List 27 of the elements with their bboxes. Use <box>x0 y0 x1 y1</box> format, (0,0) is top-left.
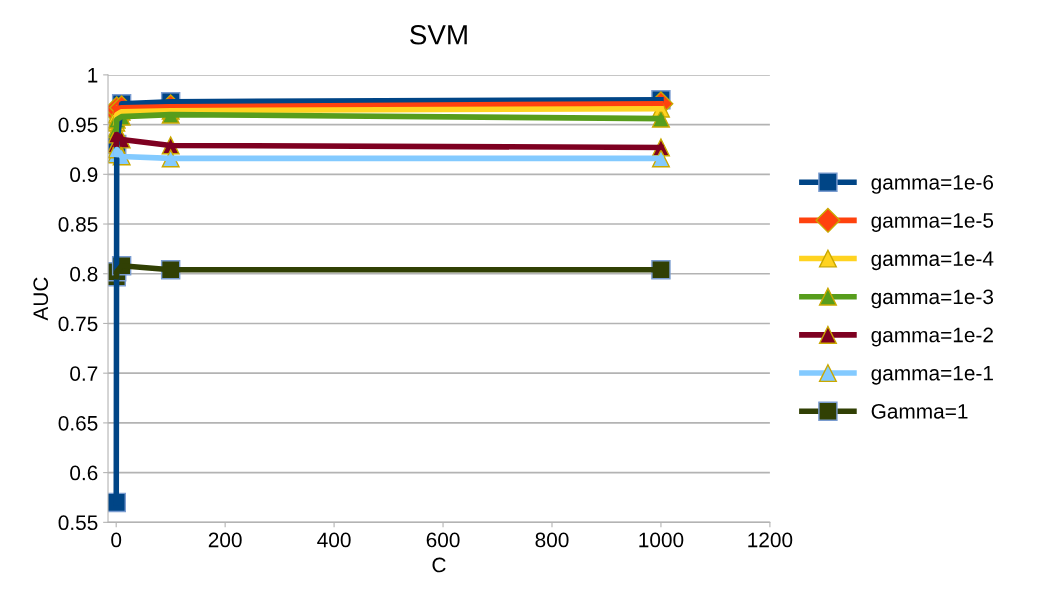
y-tick-label: 0.6 <box>70 465 98 481</box>
legend-label: gamma=1e-6 <box>871 174 994 194</box>
x-tick-label: 1000 <box>639 532 684 548</box>
x-tick-label: 200 <box>208 532 242 548</box>
x-tick-label: 1200 <box>748 532 793 548</box>
legend-label: gamma=1e-1 <box>871 366 993 385</box>
legend-label: Gamma=1 <box>871 403 968 419</box>
x-tick-label: 400 <box>317 532 351 548</box>
chart-title: SVM <box>410 24 467 45</box>
legend-label: gamma=1e-3 <box>871 289 994 309</box>
legend-label: gamma=1e-5 <box>871 213 994 232</box>
y-tick-label: 0.95 <box>58 117 98 133</box>
y-tick-label: 0.65 <box>58 415 98 431</box>
y-tick-label: 0.85 <box>58 217 98 232</box>
y-tick-label: 0.8 <box>70 266 98 282</box>
legend-label: gamma=1e-4 <box>871 251 994 271</box>
x-tick-label: 0 <box>111 532 122 548</box>
y-tick-label: 0.7 <box>70 366 98 381</box>
x-axis-title: C <box>432 557 446 573</box>
y-tick-label: 0.55 <box>58 515 98 531</box>
x-tick-label: 800 <box>535 532 569 548</box>
x-tick-label: 600 <box>426 532 460 548</box>
y-tick-label: 0.9 <box>70 167 98 183</box>
y-tick-label: 1 <box>88 68 98 83</box>
legend-label: gamma=1e-2 <box>871 327 993 347</box>
y-tick-label: 0.75 <box>58 316 98 332</box>
y-axis-title: AUC <box>33 277 49 321</box>
